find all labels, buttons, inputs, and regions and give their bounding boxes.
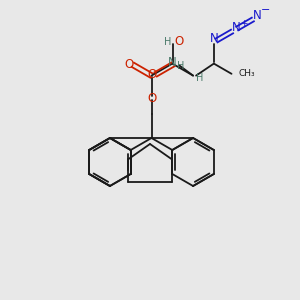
Text: O: O: [147, 68, 157, 81]
Text: H: H: [177, 61, 184, 71]
Text: H: H: [164, 37, 172, 47]
Text: −: −: [261, 5, 271, 16]
Text: N: N: [232, 21, 241, 34]
Text: O: O: [124, 58, 134, 71]
Text: O: O: [147, 92, 156, 105]
Text: H: H: [196, 73, 203, 83]
Text: N: N: [168, 56, 177, 69]
Text: N: N: [209, 32, 218, 46]
Text: O: O: [175, 35, 184, 48]
Text: +: +: [241, 19, 248, 28]
Text: CH₃: CH₃: [238, 69, 255, 78]
Text: N: N: [253, 9, 261, 22]
